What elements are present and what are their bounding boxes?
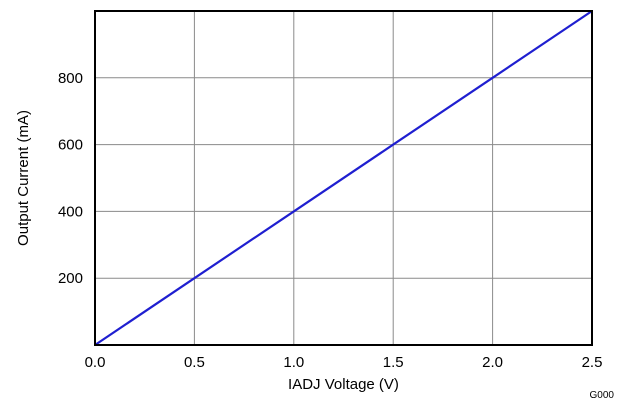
x-tick-label: 1.0 [283,354,304,371]
x-tick-label: 0.5 [184,354,205,371]
x-tick-label: 0.0 [85,354,106,371]
x-tick-label: 1.5 [383,354,404,371]
figure-id-label: G000 [590,390,615,401]
y-tick-labels: 200 400 600 800 [58,70,83,287]
gridlines [95,11,592,345]
y-tick-label: 400 [58,203,83,220]
y-axis-label: Output Current (mA) [15,110,32,246]
y-tick-label: 600 [58,137,83,154]
plot-frame [94,10,593,346]
series-group [94,10,593,346]
series-line [94,10,593,346]
x-axis-label: IADJ Voltage (V) [288,376,399,393]
y-tick-label: 200 [58,270,83,287]
x-tick-labels: 0.0 0.5 1.0 1.5 2.0 2.5 [85,354,603,371]
x-tick-label: 2.5 [582,354,603,371]
x-tick-label: 2.0 [482,354,503,371]
y-tick-label: 800 [58,70,83,87]
